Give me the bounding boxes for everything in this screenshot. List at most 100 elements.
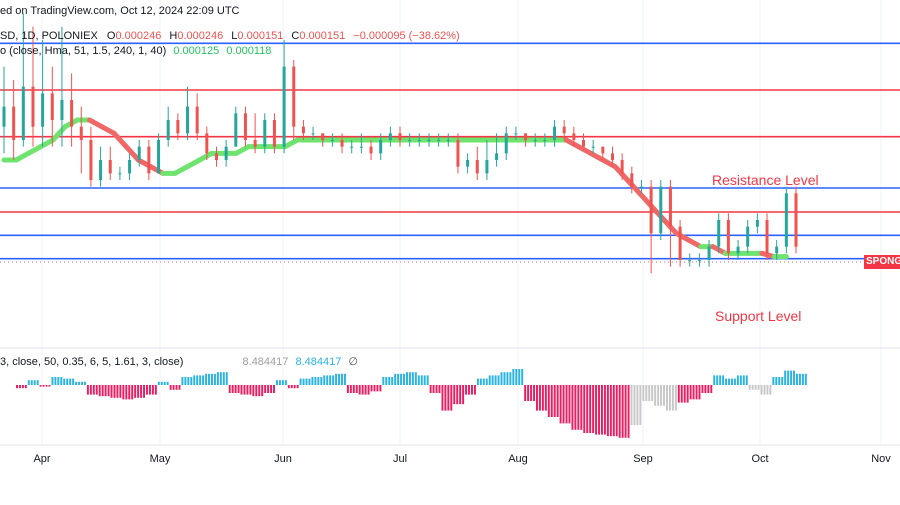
- x-tick-label-nov: Nov: [871, 453, 891, 465]
- osc-bar-positive: [36, 380, 39, 385]
- osc-bar-negative: [231, 385, 234, 393]
- osc-bar-negative: [671, 385, 674, 411]
- osc-bar-negative: [42, 385, 45, 387]
- osc-bar-positive: [403, 373, 405, 385]
- osc-bar-positive: [341, 373, 343, 385]
- candle-up: [234, 113, 238, 147]
- candle-up: [485, 160, 489, 174]
- osc-bar-positive: [796, 373, 798, 385]
- candle-down: [50, 93, 54, 120]
- osc-bar-negative: [373, 385, 376, 392]
- indicator-value-1: 0.000125: [173, 45, 220, 57]
- osc-bar-negative: [234, 385, 237, 393]
- osc-bar-positive: [187, 377, 190, 385]
- osc-bar-positive: [305, 378, 308, 385]
- candle-down: [620, 160, 624, 174]
- osc-value-blue: 8.484417: [295, 356, 342, 368]
- osc-bar-positive: [793, 370, 795, 385]
- candle-down: [195, 106, 199, 134]
- osc-bar-positive: [497, 375, 500, 385]
- osc-bar-positive: [742, 375, 745, 385]
- osc-bar-negative: [559, 385, 562, 424]
- low-value: 0.000151: [237, 30, 284, 42]
- candle-down: [70, 100, 74, 127]
- candle-up: [137, 146, 141, 160]
- osc-bar-negative: [376, 385, 379, 392]
- osc-bar-positive: [51, 377, 54, 385]
- osc-bar-negative: [598, 385, 600, 435]
- osc-bar-positive: [515, 369, 518, 385]
- osc-bar-negative: [571, 385, 574, 430]
- candle-down: [340, 140, 344, 147]
- osc-bar-negative: [547, 385, 550, 417]
- osc-bar-negative: [657, 385, 660, 406]
- ohlc-line: SD, 1D, POLONIEX O0.000246 H0.000246 L0.…: [0, 30, 460, 42]
- candle-up: [533, 140, 537, 141]
- osc-bar-negative: [131, 385, 134, 400]
- osc-bar-negative: [660, 385, 663, 406]
- candle-down: [668, 186, 672, 227]
- osc-bar-negative: [760, 385, 763, 395]
- candle-up: [659, 186, 663, 234]
- osc-bar-positive: [75, 381, 78, 385]
- osc-bar-positive: [219, 372, 222, 385]
- osc-bar-negative: [116, 385, 119, 398]
- osc-bar-positive: [314, 377, 317, 385]
- osc-bar-negative: [680, 385, 683, 403]
- osc-bar-positive: [66, 378, 69, 385]
- x-tick-label-oct: Oct: [751, 453, 768, 465]
- osc-bar-negative: [175, 385, 178, 390]
- candle-up: [186, 106, 190, 134]
- osc-bar-positive: [57, 377, 60, 385]
- low-label: L: [231, 30, 238, 42]
- osc-bar-positive: [329, 375, 332, 385]
- support-label: Support Level: [715, 308, 802, 324]
- change-value: −0.000095 (−38.62%): [353, 30, 460, 42]
- hma-line-layer: [1, 117, 789, 260]
- osc-bar-negative: [18, 385, 21, 389]
- osc-bar-positive: [33, 380, 36, 385]
- osc-bar-negative: [450, 385, 453, 411]
- osc-bar-positive: [338, 373, 340, 385]
- candle-down: [243, 113, 247, 140]
- osc-bar-negative: [92, 385, 95, 395]
- hma-segment: [123, 144, 141, 163]
- osc-bar-negative: [267, 385, 270, 393]
- osc-bar-negative: [754, 385, 757, 390]
- osc-bar-positive: [54, 377, 57, 385]
- osc-bar-positive: [728, 378, 730, 385]
- osc-bar-positive: [733, 378, 736, 385]
- osc-bar-negative: [125, 385, 128, 400]
- osc-bar-positive: [408, 372, 411, 385]
- osc-bar-negative: [249, 385, 252, 395]
- candle-down: [398, 133, 402, 140]
- osc-bar-negative: [553, 385, 556, 417]
- osc-bar-positive: [196, 375, 199, 385]
- osc-bar-positive: [308, 378, 311, 385]
- oscillator-legend[interactable]: 3, close, 50, 0.35, 6, 5, 1.61, 3, close…: [0, 355, 358, 368]
- osc-bar-negative: [151, 385, 154, 395]
- osc-bar-positive: [278, 380, 281, 385]
- x-tick-label-aug: Aug: [508, 453, 528, 465]
- candle-down: [582, 140, 586, 147]
- osc-bar-positive: [485, 378, 488, 385]
- osc-bar-negative: [45, 385, 48, 387]
- osc-bar-positive: [193, 375, 196, 385]
- osc-bar-positive: [725, 378, 728, 385]
- candle-down: [649, 186, 653, 234]
- osc-bar-positive: [317, 377, 320, 385]
- candle-down: [524, 133, 528, 140]
- indicator-line[interactable]: o (close, Hma, 51, 1.5, 240, 1, 40) 0.00…: [0, 45, 271, 57]
- indicator-value-2: 0.000118: [226, 45, 272, 57]
- candle-up: [784, 193, 788, 247]
- osc-bar-positive: [335, 373, 338, 385]
- osc-bar-negative: [462, 385, 465, 405]
- osc-bar-negative: [668, 385, 671, 411]
- candle-down: [253, 140, 257, 147]
- osc-bar-negative: [550, 385, 553, 417]
- osc-bar-negative: [471, 385, 473, 395]
- osc-bar-negative: [119, 385, 122, 398]
- osc-bar-positive: [83, 381, 86, 385]
